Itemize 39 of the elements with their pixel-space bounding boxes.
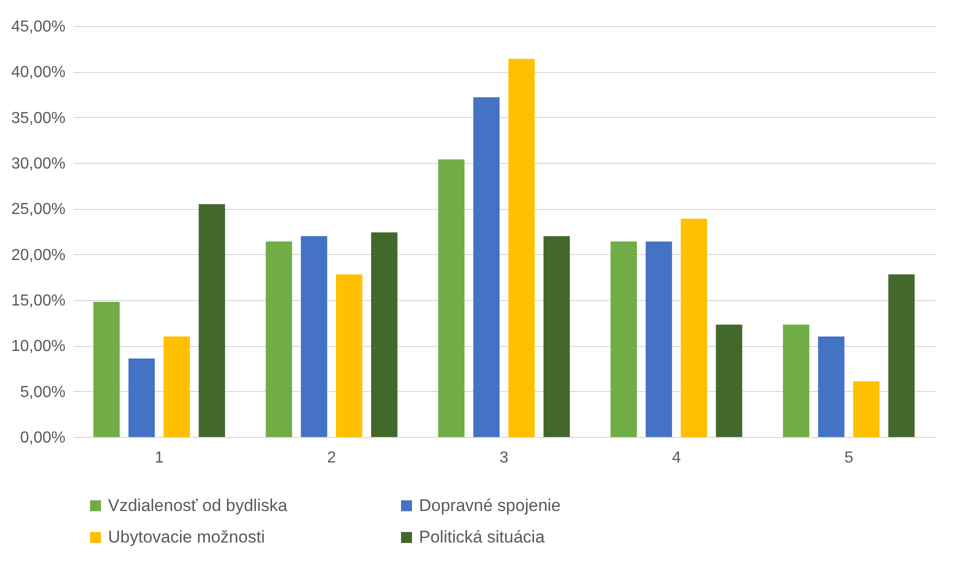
y-tick-label: 35,00% bbox=[11, 110, 66, 127]
bar bbox=[473, 97, 500, 437]
x-tick-label: 2 bbox=[327, 450, 336, 466]
bar bbox=[164, 336, 190, 437]
y-tick-label: 10,00% bbox=[11, 338, 66, 356]
y-tick-label: 0,00% bbox=[20, 430, 66, 446]
bar bbox=[888, 274, 915, 437]
bar bbox=[371, 232, 398, 437]
bar bbox=[853, 381, 880, 437]
y-tick-label: 5,00% bbox=[20, 384, 66, 401]
bar bbox=[782, 324, 810, 437]
y-tick-label: 25,00% bbox=[11, 201, 66, 218]
y-tick-label: 45,00% bbox=[11, 18, 66, 36]
x-tick-label: 5 bbox=[844, 450, 854, 466]
bar bbox=[128, 358, 155, 437]
bar bbox=[438, 159, 464, 437]
legend-label: Politická situácia bbox=[419, 528, 546, 546]
x-tick-label: 3 bbox=[500, 450, 509, 466]
bar bbox=[680, 218, 708, 437]
bar bbox=[300, 236, 328, 437]
bar bbox=[716, 324, 742, 437]
y-tick-label: 15,00% bbox=[11, 292, 66, 310]
bar bbox=[610, 242, 637, 437]
y-tick-label: 20,00% bbox=[11, 246, 66, 264]
bar bbox=[544, 236, 570, 437]
legend-label: Dopravné spojenie bbox=[419, 496, 561, 515]
x-tick-label: 1 bbox=[154, 450, 164, 466]
x-tick-label: 4 bbox=[672, 450, 681, 466]
y-tick-label: 40,00% bbox=[11, 64, 66, 82]
bar bbox=[93, 302, 120, 437]
bar bbox=[198, 204, 226, 437]
bar bbox=[646, 242, 672, 437]
bar bbox=[818, 336, 844, 437]
bar bbox=[266, 242, 292, 437]
bar bbox=[508, 58, 535, 437]
legend-label: Vzdialenosť od bydliska bbox=[108, 496, 288, 515]
bar bbox=[336, 274, 362, 437]
legend-label: Ubytovacie možnosti bbox=[108, 528, 265, 546]
y-tick-label: 30,00% bbox=[11, 156, 66, 172]
